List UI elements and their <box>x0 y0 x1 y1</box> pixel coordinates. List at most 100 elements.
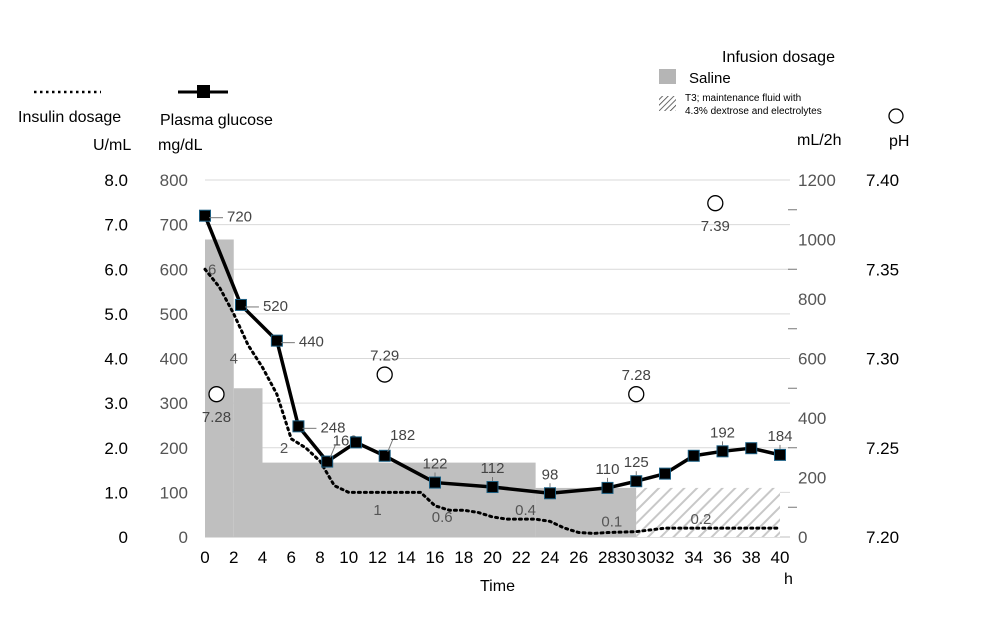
infusion-tick-label: 800 <box>798 290 826 309</box>
glucose-tick-label: 300 <box>160 394 188 413</box>
x-tick-label: 26 <box>569 548 588 567</box>
glucose-axis-unit: mg/dL <box>158 137 203 154</box>
saline-step <box>262 462 536 537</box>
glucose-marker <box>774 448 786 461</box>
ph-tick-label: 7.20 <box>866 528 899 547</box>
glucose-data-label: 440 <box>299 334 324 351</box>
x-tick-label: 8 <box>315 548 324 567</box>
glucose-tick-label: 600 <box>160 260 188 279</box>
glucose-data-label: 98 <box>542 466 559 483</box>
glucose-tick-label: 0 <box>179 528 188 547</box>
insulin-data-label: 0.4 <box>515 502 536 519</box>
insulin-data-label: 0.6 <box>432 509 453 526</box>
glucose-marker <box>630 475 643 488</box>
insulin-data-label: 0.1 <box>601 513 622 530</box>
x-tick-label: 30 <box>617 548 636 567</box>
infusion-tick-label: 600 <box>798 350 826 369</box>
infusion-tick-label: 200 <box>798 469 826 488</box>
legend-saline-swatch <box>659 69 676 84</box>
ph-marker <box>376 366 393 383</box>
x-tick-label: 20 <box>483 548 502 567</box>
insulin-tick-label: 3.0 <box>104 394 128 413</box>
ph-data-label: 7.29 <box>370 348 399 365</box>
glucose-data-label: 184 <box>767 428 792 445</box>
x-tick-label: 30 <box>637 548 656 567</box>
glucose-data-label: 122 <box>422 456 447 473</box>
x-tick-label: 6 <box>287 548 296 567</box>
x-tick-label: 24 <box>541 548 560 567</box>
glucose-marker <box>745 442 758 455</box>
x-tick-label: 38 <box>742 548 761 567</box>
x-tick-label: 4 <box>258 548 267 567</box>
glucose-label-leader <box>329 445 336 458</box>
ph-tick-label: 7.35 <box>866 260 899 279</box>
glucose-data-label: 110 <box>596 461 620 478</box>
ph-axis-title: pH <box>889 133 909 150</box>
ph-data-label: 7.39 <box>701 218 730 235</box>
insulin-data-label: 0.2 <box>691 511 712 528</box>
insulin-tick-label: 0 <box>119 528 128 547</box>
glucose-marker <box>199 209 211 222</box>
glucose-marker <box>716 445 729 458</box>
glucose-data-label: 192 <box>710 424 735 441</box>
legend-glucose-label: Plasma glucose <box>160 112 273 129</box>
insulin-line <box>203 267 782 535</box>
saline-step <box>233 388 263 537</box>
glucose-data-label: 720 <box>227 209 252 226</box>
ph-data-label: 7.28 <box>202 409 231 426</box>
glucose-data-label: 182 <box>390 427 415 444</box>
glucose-marker <box>601 481 614 494</box>
glucose-data-label: 248 <box>320 419 345 436</box>
glucose-marker <box>486 481 499 494</box>
glucose-data-label: 112 <box>481 460 505 477</box>
insulin-data-label: 6 <box>208 261 216 278</box>
glucose-tick-label: 700 <box>160 216 188 235</box>
ph-marker <box>707 195 724 212</box>
glucose-marker <box>544 487 556 500</box>
glucose-marker <box>429 476 441 489</box>
infusion-tick-label: 0 <box>798 528 807 547</box>
legend-insulin-label: Insulin dosage <box>18 109 121 126</box>
ph-tick-label: 7.40 <box>866 171 899 190</box>
glucose-marker <box>687 449 700 462</box>
insulin-tick-label: 8.0 <box>104 171 128 190</box>
ph-marker <box>628 386 645 403</box>
glucose-marker <box>234 298 247 311</box>
glucose-tick-label: 800 <box>160 171 188 190</box>
ph-marker <box>208 386 225 403</box>
x-tick-label: 22 <box>512 548 531 567</box>
x-tick-label: 14 <box>397 548 416 567</box>
ph-data-label: 7.28 <box>622 367 651 384</box>
insulin-tick-label: 4.0 <box>104 350 128 369</box>
insulin-tick-label: 2.0 <box>104 439 128 458</box>
glucose-marker <box>349 436 362 449</box>
ph-tick-label: 7.30 <box>866 350 899 369</box>
insulin-tick-label: 6.0 <box>104 260 128 279</box>
glucose-marker <box>321 455 334 468</box>
legend-ph-marker <box>888 108 904 124</box>
ph-tick-label: 7.25 <box>866 439 899 458</box>
insulin-data-label: 4 <box>230 351 238 368</box>
x-tick-label: 18 <box>454 548 473 567</box>
x-tick-label: 36 <box>713 548 732 567</box>
x-tick-label: 40 <box>771 548 790 567</box>
glucose-marker <box>292 420 305 433</box>
infusion-axis-title: Infusion dosage <box>722 49 835 66</box>
glucose-marker <box>378 449 391 462</box>
glucose-tick-label: 100 <box>160 483 188 502</box>
insulin-data-label: 1 <box>373 502 381 519</box>
glucose-data-label: 125 <box>624 454 649 471</box>
legend-glucose-marker <box>197 85 210 98</box>
legend-t3-label: T3; maintenance fluid with 4.3% dextrose… <box>685 93 822 117</box>
x-axis-title: Time <box>480 578 515 595</box>
glucose-tick-label: 200 <box>160 439 188 458</box>
infusion-axis-unit: mL/2h <box>797 132 841 149</box>
glucose-marker <box>270 334 283 347</box>
insulin-tick-label: 7.0 <box>104 216 128 235</box>
glucose-tick-label: 400 <box>160 350 188 369</box>
x-axis-unit: h <box>784 571 793 588</box>
infusion-tick-label: 1200 <box>798 171 836 190</box>
x-tick-label: 28 <box>598 548 617 567</box>
